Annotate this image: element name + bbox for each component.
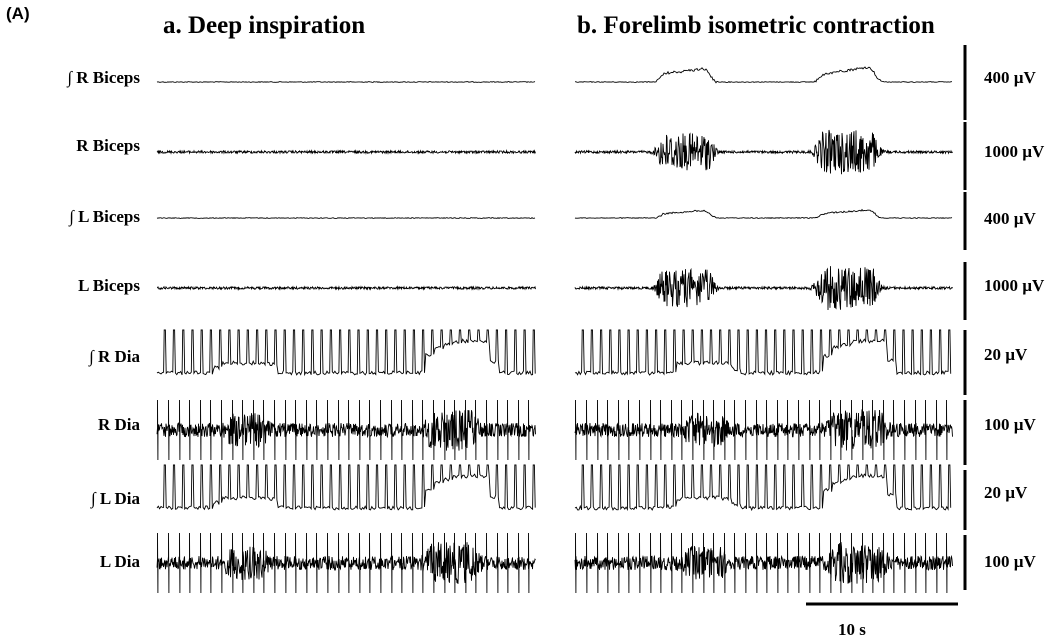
trace-r-dia-integrated-forelimb-contraction [574,329,952,376]
trace-r-biceps-deep-inspiration [156,149,536,155]
trace-r-biceps-forelimb-contraction [574,129,953,175]
scale-label-l-biceps: 1000 µV [984,276,1045,295]
scale-label-l-dia: 100 µV [984,552,1036,571]
trace-l-biceps-forelimb-contraction [574,266,953,311]
panel-label: (A) [6,4,30,23]
row-label-r-biceps-integrated: ∫ R Biceps [67,68,140,87]
trace-r-biceps-integrated-forelimb-contraction [574,66,952,84]
trace-l-biceps-deep-inspiration [157,285,536,291]
trace-l-dia-forelimb-contraction [574,532,953,594]
row-label-r-dia-integrated: ∫ R Dia [89,347,140,366]
column-title-deep-inspiration: a. Deep inspiration [163,12,366,39]
trace-l-dia-deep-inspiration [156,532,536,594]
row-label-r-dia: R Dia [97,415,140,434]
row-label-l-dia: L Dia [99,552,140,571]
trace-l-dia-integrated-forelimb-contraction [574,464,952,512]
scale-label-l-dia-integrated: 20 µV [984,483,1028,502]
trace-r-biceps-integrated-deep-inspiration [156,81,536,83]
scale-label-r-biceps-integrated: 400 µV [984,68,1036,87]
scale-label-r-biceps: 1000 µV [984,142,1045,161]
trace-r-dia-forelimb-contraction [574,399,953,461]
trace-l-biceps-integrated-deep-inspiration [156,217,536,219]
scale-label-l-biceps-integrated: 400 µV [984,209,1036,228]
scale-label-r-dia-integrated: 20 µV [984,345,1028,364]
row-label-l-biceps: L Biceps [78,276,140,295]
time-scale-label: 10 s [838,620,866,639]
trace-r-dia-integrated-deep-inspiration [156,329,536,377]
trace-l-biceps-integrated-forelimb-contraction [574,208,953,219]
scale-label-r-dia: 100 µV [984,415,1036,434]
row-label-r-biceps: R Biceps [76,136,140,155]
row-label-l-dia-integrated: ∫ L Dia [90,489,140,508]
trace-r-dia-deep-inspiration [156,399,536,461]
column-title-forelimb-contraction: b. Forelimb isometric contraction [577,12,935,39]
row-label-l-biceps-integrated: ∫ L Biceps [69,207,140,226]
trace-l-dia-integrated-deep-inspiration [156,464,536,511]
